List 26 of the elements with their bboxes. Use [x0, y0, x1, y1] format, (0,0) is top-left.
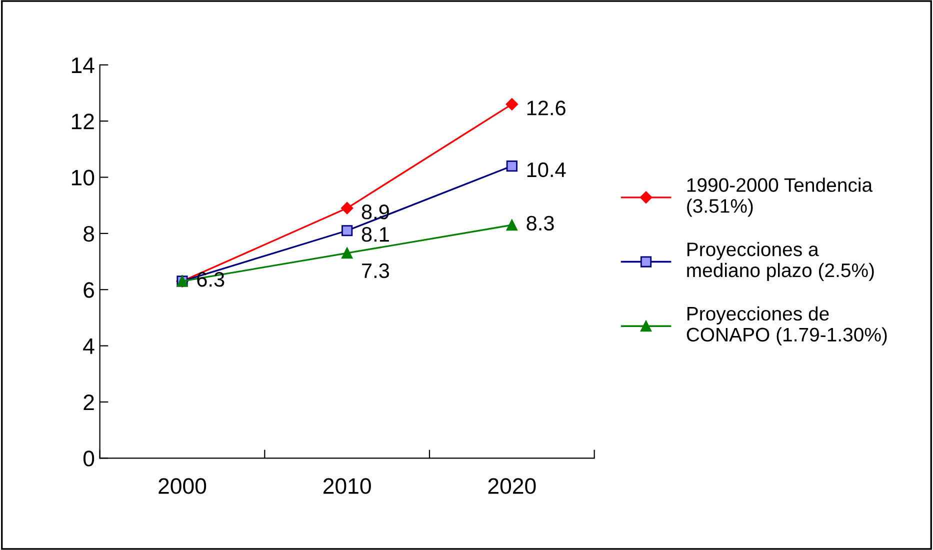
- y-tick-label: 4: [83, 338, 94, 354]
- legend-label: 1990-2000 Tendencia (3.51%): [687, 178, 873, 217]
- point: [342, 225, 353, 236]
- data-label: 8.3: [526, 216, 554, 231]
- y-tick-label: 2: [84, 394, 94, 410]
- y-tick-label: 6: [84, 282, 94, 298]
- x-tick-label: 2010: [323, 478, 371, 494]
- y-tick-label: 12: [72, 114, 94, 130]
- y-tick-label: 8: [84, 226, 94, 242]
- x-tick-label: 2020: [488, 478, 536, 494]
- data-label: 8.9: [362, 204, 389, 220]
- x-tick-label: 2000: [158, 478, 206, 494]
- data-label: 7.3: [362, 263, 390, 278]
- legend-label: Proyecciones de CONAPO (1.79-1.30%): [686, 306, 887, 346]
- y-tick-label: 14: [72, 58, 94, 73]
- data-label: 12.6: [527, 100, 566, 116]
- y-tick-label: 0: [83, 450, 94, 466]
- point: [506, 160, 518, 172]
- data-label: 10.4: [527, 162, 566, 178]
- data-label: 8.1: [362, 227, 389, 242]
- point: [506, 219, 518, 231]
- point: [342, 248, 353, 259]
- point: [506, 98, 518, 110]
- point: [340, 202, 354, 214]
- legend-label: Proyecciones a mediano plazo (2.5%): [687, 242, 874, 282]
- y-tick-label: 10: [72, 170, 94, 186]
